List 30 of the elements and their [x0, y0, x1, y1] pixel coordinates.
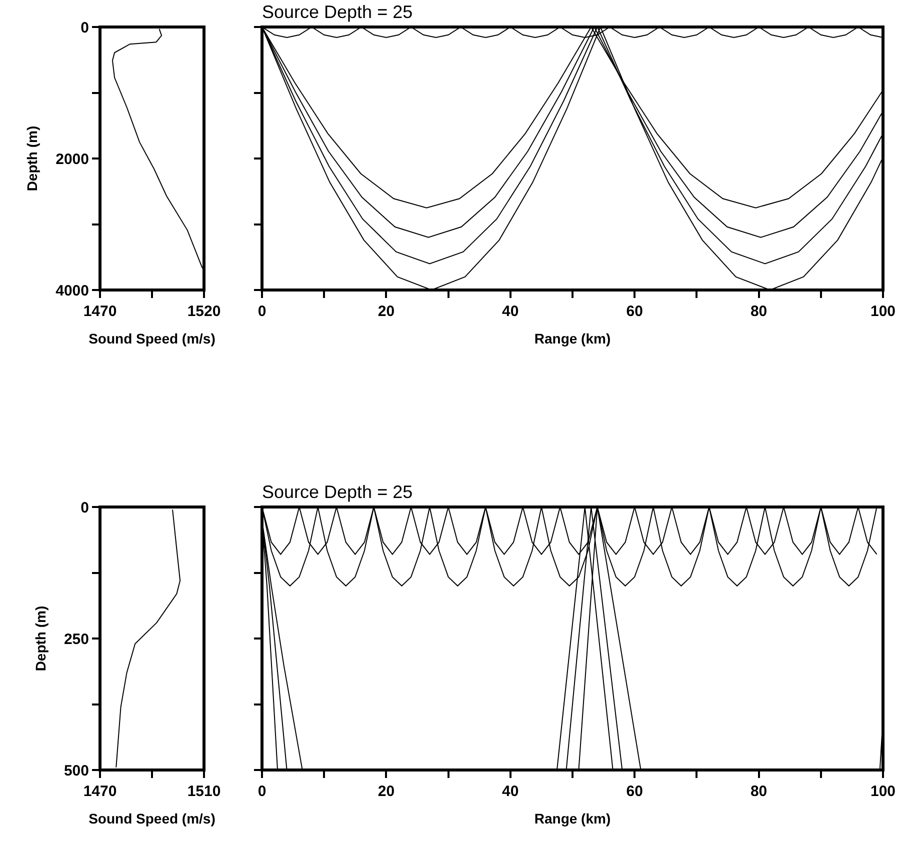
- x-axis-title: Sound Speed (m/s): [88, 330, 216, 346]
- x-tick-label: 100: [870, 303, 896, 320]
- y-tick-label: 2000: [56, 150, 89, 168]
- y-tick-label: 500: [64, 762, 89, 780]
- x-tick-label: 0: [258, 303, 266, 320]
- x-tick-label: 60: [626, 303, 643, 320]
- x-tick-label: 100: [870, 783, 896, 800]
- x-tick-label: 1510: [187, 783, 221, 800]
- y-tick-label: 0: [80, 499, 89, 516]
- x-tick-label: 80: [750, 783, 768, 800]
- x-tick-label: 1520: [187, 303, 221, 320]
- y-axis-title: Depth (m): [32, 606, 49, 672]
- chart-title: Source Depth = 25: [262, 2, 413, 22]
- x-tick-label: 40: [502, 783, 519, 800]
- y-tick-label: 0: [80, 19, 89, 36]
- x-tick-label: 60: [626, 783, 643, 800]
- x-tick-label: 20: [378, 783, 395, 800]
- x-tick-label: 0: [258, 783, 266, 800]
- x-tick-label: 80: [750, 303, 768, 320]
- y-tick-label: 4000: [56, 282, 89, 300]
- x-tick-label: 20: [378, 303, 395, 320]
- x-tick-label: 40: [502, 303, 519, 320]
- x-axis-title: Range (km): [534, 810, 611, 826]
- x-axis-title: Range (km): [534, 330, 611, 346]
- chart-title: Source Depth = 25: [262, 482, 413, 502]
- x-tick-label: 1470: [83, 783, 117, 800]
- x-axis-title: Sound Speed (m/s): [88, 810, 216, 826]
- y-tick-label: 250: [64, 630, 89, 648]
- y-axis-title: Depth (m): [24, 126, 40, 192]
- x-tick-label: 1470: [83, 303, 117, 320]
